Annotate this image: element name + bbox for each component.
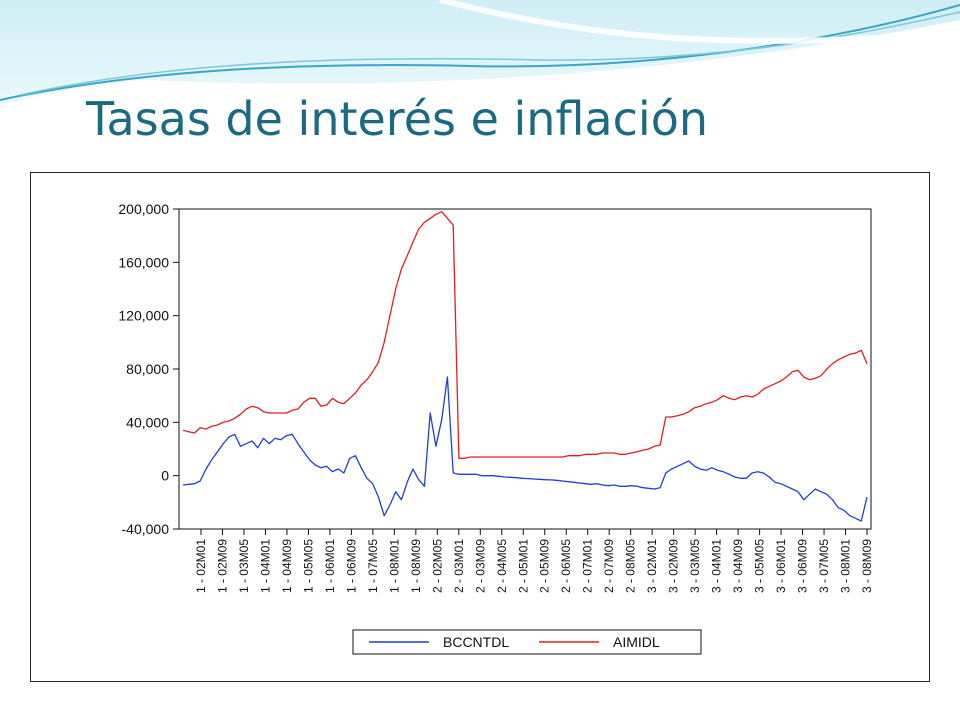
x-tick-label: 2 - 05M01 — [516, 539, 530, 593]
x-tick-label: 1 - 06M01 — [323, 539, 337, 593]
x-tick-label: 1 - 08M01 — [387, 539, 401, 593]
x-tick-label: 3 - 08M09 — [860, 539, 874, 593]
chart-frame: 200,000 160,000 120,000 80,000 40,000 0 -40,00… — [30, 172, 930, 682]
x-tick-label: 2 - 07M01 — [581, 539, 595, 593]
y-tick-label: 80,000 — [126, 361, 169, 377]
x-tick-label: 3 - 04M01 — [710, 539, 724, 593]
y-tick-label: 200,000 — [118, 201, 169, 217]
x-tick-label: 3 - 02M09 — [667, 539, 681, 593]
line-chart: 200,000 160,000 120,000 80,000 40,000 0 -40,00… — [118, 201, 874, 655]
x-tick-label: 2 - 04M05 — [495, 539, 509, 593]
x-tick-label: 1 - 06M09 — [344, 539, 358, 593]
legend-label-bccntdl: BCCNTDL — [443, 634, 509, 650]
x-tick-label: 1 - 05M05 — [301, 539, 315, 593]
plot-area — [178, 208, 872, 530]
legend-label-aimidl: AIMIDL — [613, 634, 660, 650]
x-tick-label: 1 - 03M05 — [237, 539, 251, 593]
y-tick-label: 120,000 — [118, 308, 169, 324]
x-tick-label: 1 - 07M05 — [366, 539, 380, 593]
x-tick-label: 1 - 04M09 — [280, 539, 294, 593]
x-tick-label: 3 - 03M05 — [688, 539, 702, 593]
x-tick-label: 3 - 07M05 — [817, 539, 831, 593]
x-tick-label: 2 - 02M05 — [430, 539, 444, 593]
x-tick-label: 3 - 06M09 — [796, 539, 810, 593]
x-tick-label: 3 - 02M01 — [645, 539, 659, 593]
slide-title: Tasas de interés e inflación — [86, 92, 708, 146]
x-tick-label: 2 - 06M05 — [559, 539, 573, 593]
x-axis: 1 - 02M01 1 - 02M09 1 - 03M05 1 - 04M01 1 - … — [194, 529, 874, 593]
x-tick-label: 2 - 03M09 — [473, 539, 487, 593]
x-tick-label: 2 - 05M09 — [538, 539, 552, 593]
x-tick-label: 3 - 04M09 — [731, 539, 745, 593]
series-line-aimidl — [182, 211, 868, 459]
x-tick-label: 1 - 02M09 — [215, 539, 229, 593]
legend: BCCNTDL AIMIDL — [352, 629, 702, 655]
x-tick-label: 1 - 04M01 — [258, 539, 272, 593]
header-swoosh-decoration — [0, 0, 960, 105]
x-tick-label: 3 - 08M01 — [839, 539, 853, 593]
y-axis: 200,000 160,000 120,000 80,000 40,000 0 -40,00… — [118, 201, 179, 537]
x-tick-label: 2 - 08M05 — [624, 539, 638, 593]
y-tick-label: -40,000 — [122, 521, 170, 537]
y-tick-label: 160,000 — [118, 254, 169, 270]
series-line-bccntdl — [182, 376, 868, 522]
x-tick-label: 3 - 05M05 — [753, 539, 767, 593]
x-tick-label: 3 - 06M01 — [774, 539, 788, 593]
x-tick-label: 1 - 02M01 — [194, 539, 208, 593]
x-tick-label: 1 - 08M09 — [409, 539, 423, 593]
y-tick-label: 40,000 — [126, 414, 169, 430]
series-lines — [182, 211, 868, 522]
x-tick-label: 2 - 03M01 — [452, 539, 466, 593]
x-tick-label: 2 - 07M09 — [602, 539, 616, 593]
y-tick-label: 0 — [161, 468, 169, 484]
